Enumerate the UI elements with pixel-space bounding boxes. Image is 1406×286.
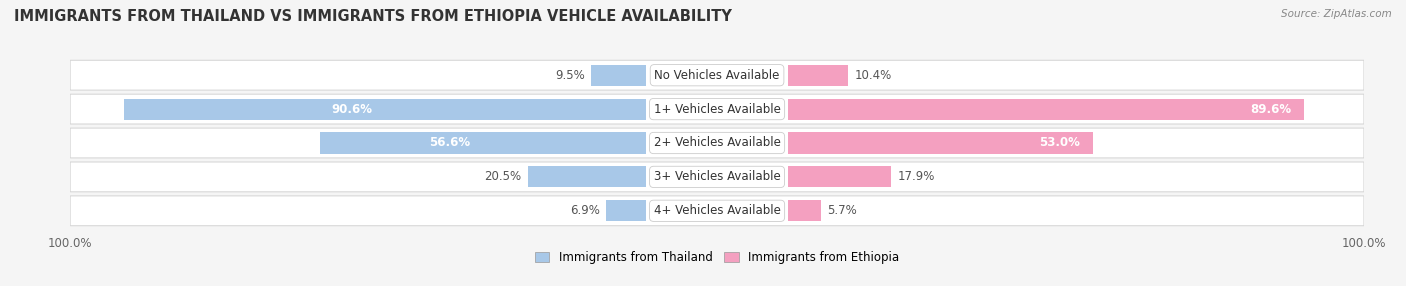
Bar (789, 65, 848, 86)
Text: 17.9%: 17.9% (897, 170, 935, 183)
Bar (789, 200, 821, 221)
Text: 5.7%: 5.7% (828, 204, 858, 217)
FancyBboxPatch shape (70, 196, 1364, 226)
Bar (789, 99, 1303, 120)
Text: 6.9%: 6.9% (569, 204, 600, 217)
Text: 3+ Vehicles Available: 3+ Vehicles Available (654, 170, 780, 183)
Text: 9.5%: 9.5% (555, 69, 585, 82)
Text: 53.0%: 53.0% (1039, 136, 1080, 150)
FancyBboxPatch shape (70, 94, 1364, 124)
Bar (606, 200, 645, 221)
Text: Source: ZipAtlas.com: Source: ZipAtlas.com (1281, 9, 1392, 19)
FancyBboxPatch shape (70, 128, 1364, 158)
Legend: Immigrants from Thailand, Immigrants from Ethiopia: Immigrants from Thailand, Immigrants fro… (530, 247, 904, 269)
Text: 90.6%: 90.6% (332, 103, 373, 116)
Bar (321, 132, 645, 154)
Bar (789, 166, 891, 187)
Text: 10.4%: 10.4% (855, 69, 891, 82)
Text: 56.6%: 56.6% (429, 136, 470, 150)
Text: 2+ Vehicles Available: 2+ Vehicles Available (654, 136, 780, 150)
Bar (527, 166, 645, 187)
Bar (124, 99, 645, 120)
Text: 1+ Vehicles Available: 1+ Vehicles Available (654, 103, 780, 116)
Bar (789, 132, 1094, 154)
Text: 89.6%: 89.6% (1250, 103, 1291, 116)
FancyBboxPatch shape (70, 60, 1364, 90)
Bar (592, 65, 645, 86)
Text: 4+ Vehicles Available: 4+ Vehicles Available (654, 204, 780, 217)
Text: No Vehicles Available: No Vehicles Available (654, 69, 780, 82)
FancyBboxPatch shape (70, 162, 1364, 192)
Text: IMMIGRANTS FROM THAILAND VS IMMIGRANTS FROM ETHIOPIA VEHICLE AVAILABILITY: IMMIGRANTS FROM THAILAND VS IMMIGRANTS F… (14, 9, 733, 23)
Text: 20.5%: 20.5% (484, 170, 522, 183)
